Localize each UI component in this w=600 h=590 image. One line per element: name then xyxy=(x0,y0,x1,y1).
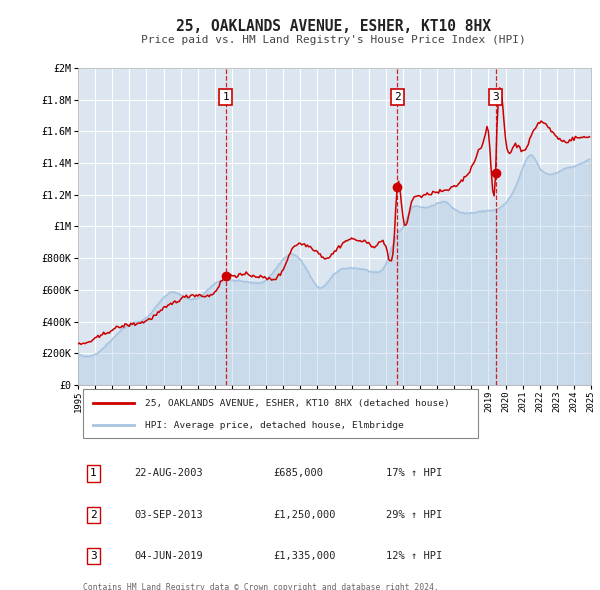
Text: 17% ↑ HPI: 17% ↑ HPI xyxy=(386,468,442,478)
Text: Contains HM Land Registry data © Crown copyright and database right 2024.
This d: Contains HM Land Registry data © Crown c… xyxy=(83,583,439,590)
Text: £685,000: £685,000 xyxy=(273,468,323,478)
Text: 2: 2 xyxy=(394,92,401,102)
Text: 04-JUN-2019: 04-JUN-2019 xyxy=(134,551,203,561)
Text: 2: 2 xyxy=(90,510,97,520)
Text: 25, OAKLANDS AVENUE, ESHER, KT10 8HX (detached house): 25, OAKLANDS AVENUE, ESHER, KT10 8HX (de… xyxy=(145,399,449,408)
Text: 29% ↑ HPI: 29% ↑ HPI xyxy=(386,510,442,520)
Text: £1,335,000: £1,335,000 xyxy=(273,551,335,561)
Text: 1: 1 xyxy=(90,468,97,478)
Text: 3: 3 xyxy=(492,92,499,102)
Text: Price paid vs. HM Land Registry's House Price Index (HPI): Price paid vs. HM Land Registry's House … xyxy=(140,35,526,44)
Text: £1,250,000: £1,250,000 xyxy=(273,510,335,520)
FancyBboxPatch shape xyxy=(83,389,478,438)
Text: 1: 1 xyxy=(223,92,229,102)
Text: 25, OAKLANDS AVENUE, ESHER, KT10 8HX: 25, OAKLANDS AVENUE, ESHER, KT10 8HX xyxy=(176,19,491,34)
Text: 12% ↑ HPI: 12% ↑ HPI xyxy=(386,551,442,561)
Text: 03-SEP-2013: 03-SEP-2013 xyxy=(134,510,203,520)
Text: 22-AUG-2003: 22-AUG-2003 xyxy=(134,468,203,478)
Text: HPI: Average price, detached house, Elmbridge: HPI: Average price, detached house, Elmb… xyxy=(145,421,403,430)
Text: 3: 3 xyxy=(90,551,97,561)
